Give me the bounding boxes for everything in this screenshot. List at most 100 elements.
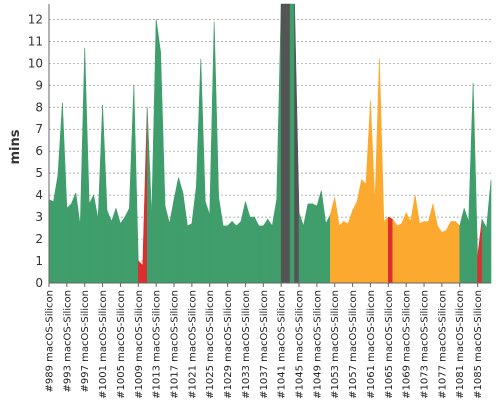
duration-segment-unstable (379, 58, 385, 284)
x-tick-label: #1021 macOS-Silicon (187, 290, 198, 399)
x-tick-label: #1045 macOS-Silicon (295, 290, 306, 399)
duration-segment-unstable (405, 212, 411, 284)
y-tick-label: 9 (35, 78, 43, 92)
duration-segment-success (316, 190, 322, 284)
x-tick-label: #1005 macOS-Silicon (116, 290, 127, 399)
duration-segment-success (312, 203, 318, 284)
duration-segment-unstable (329, 197, 336, 284)
duration-segment-success (155, 19, 161, 284)
y-tick-label: 4 (35, 188, 43, 202)
duration-segment-unstable (383, 216, 389, 284)
duration-segment-success (146, 107, 152, 284)
x-tick-label: #1073 macOS-Silicon (420, 290, 431, 399)
x-tick-label: #1053 macOS-Silicon (330, 290, 341, 399)
duration-segment-unstable (410, 195, 416, 284)
duration-segment-unstable (428, 203, 434, 284)
duration-segment-success (106, 210, 112, 284)
duration-segment-success (231, 220, 237, 284)
duration-segment-unstable (396, 223, 403, 284)
duration-segment-success (200, 58, 206, 284)
duration-segment-unstable (361, 179, 367, 284)
duration-segment-unstable (437, 224, 443, 284)
x-tick-label: #1057 macOS-Silicon (348, 290, 359, 399)
duration-segment-failure (142, 107, 148, 284)
duration-segment-success (62, 102, 68, 284)
x-tick-label: #1001 macOS-Silicon (98, 290, 109, 399)
duration-segment-success (129, 85, 135, 284)
duration-segment-success (258, 225, 264, 284)
x-tick-label: #1017 macOS-Silicon (170, 290, 181, 399)
y-tick-label: 1 (35, 254, 43, 268)
duration-segment-aborted (294, 3, 300, 284)
duration-segment-success (209, 21, 215, 284)
duration-segment-success (263, 218, 269, 284)
duration-segment-success (463, 208, 469, 284)
duration-segment-success (236, 220, 242, 284)
duration-segment-unstable (392, 218, 398, 284)
x-tick-label: #997 macOS-Silicon (80, 290, 91, 392)
duration-segment-success (227, 220, 233, 284)
duration-segment-success (271, 199, 277, 284)
duration-segment-success (240, 201, 246, 284)
duration-segment-success (249, 216, 255, 284)
x-tick-label: #1065 macOS-Silicon (384, 290, 395, 399)
duration-segment-success (307, 203, 313, 284)
duration-segment-success (71, 192, 77, 284)
duration-segment-unstable (374, 58, 380, 284)
duration-segment-success (160, 52, 166, 284)
duration-segment-unstable (338, 220, 344, 284)
duration-segment-unstable (432, 203, 438, 284)
duration-segment-success (321, 190, 327, 284)
duration-segment-failure (137, 260, 144, 284)
duration-segment-success (486, 179, 492, 284)
duration-areas (48, 3, 492, 284)
duration-segment-unstable (352, 201, 358, 284)
x-tick-label: #1085 macOS-Silicon (473, 290, 484, 399)
y-tick-label: 7 (35, 122, 43, 136)
duration-segment-success (133, 85, 139, 284)
duration-segment-unstable (401, 212, 407, 284)
duration-segment-unstable (419, 221, 425, 284)
x-tick-label: #1061 macOS-Silicon (366, 290, 377, 399)
duration-segment-aborted (280, 3, 286, 284)
x-tick-label: #993 macOS-Silicon (62, 290, 73, 392)
y-tick-label: 10 (28, 56, 43, 70)
duration-segment-success (218, 197, 224, 284)
x-tick-label: #1049 macOS-Silicon (312, 290, 323, 399)
duration-segment-unstable (414, 195, 420, 284)
x-tick-label: #1025 macOS-Silicon (205, 290, 216, 399)
duration-segment-unstable (423, 221, 429, 284)
duration-segment-success (79, 47, 86, 284)
duration-segment-success (245, 201, 251, 284)
duration-segment-success (97, 105, 103, 284)
y-tick-label: 5 (35, 166, 43, 180)
duration-segment-success (459, 208, 465, 284)
x-tick-label: #1033 macOS-Silicon (241, 290, 252, 399)
y-tick-label: 0 (35, 276, 43, 290)
duration-segment-success (169, 199, 175, 284)
duration-segment-unstable (334, 197, 340, 284)
duration-segment-success (182, 192, 188, 284)
duration-segment-unstable (446, 221, 452, 284)
x-tick-label: #1013 macOS-Silicon (152, 290, 163, 399)
duration-segment-aborted (285, 3, 291, 284)
y-tick-label: 8 (35, 100, 43, 114)
y-tick-label: 3 (35, 210, 43, 224)
duration-segment-success (124, 208, 130, 284)
duration-segment-success (276, 3, 282, 284)
duration-segment-success (115, 208, 121, 284)
duration-segment-success (298, 212, 304, 284)
duration-segment-unstable (450, 221, 456, 284)
duration-segment-success (57, 102, 63, 284)
duration-segment-success (187, 223, 193, 284)
duration-segment-success (164, 206, 170, 284)
duration-segment-success (53, 175, 59, 284)
duration-segment-success (178, 177, 184, 284)
duration-segment-success (75, 192, 81, 284)
duration-segment-unstable (454, 220, 461, 284)
axes (48, 4, 491, 284)
duration-segment-success (84, 47, 90, 284)
duration-segment-success (267, 218, 273, 284)
y-tick-label: 11 (28, 34, 43, 48)
